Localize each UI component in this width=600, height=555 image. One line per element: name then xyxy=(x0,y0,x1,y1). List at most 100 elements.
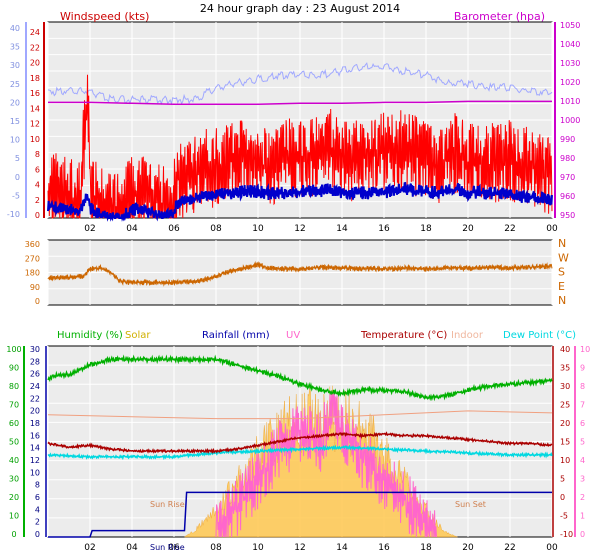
x-tick-label: 14 xyxy=(336,543,348,553)
barometer-tick-label: 960 xyxy=(560,192,575,201)
humidity-tick-label: 70 xyxy=(9,401,19,410)
outer-left-tick-label: -10 xyxy=(7,210,20,219)
humidity-tick-label: 80 xyxy=(9,382,19,391)
x-tick-label: 16 xyxy=(378,224,390,234)
uv-tick-label: 5 xyxy=(580,438,585,447)
temperature-tick-label: -5 xyxy=(560,512,568,521)
x-tick-label: 16 xyxy=(378,543,390,553)
series-gust xyxy=(47,62,553,106)
uv-tick-label: 3 xyxy=(580,475,585,484)
windspeed-tick-label: 16 xyxy=(30,89,40,98)
windspeed-tick-label: 14 xyxy=(30,104,40,113)
outer-left-tick-label: 30 xyxy=(10,61,20,70)
temperature-tick-label: 10 xyxy=(560,456,570,465)
temperature-tick-label: 20 xyxy=(560,419,570,428)
humidity-tick-label: 20 xyxy=(9,493,19,502)
x-tick-label: 12 xyxy=(294,224,305,234)
barometer-tick-label: 1050 xyxy=(560,21,580,30)
series-uv xyxy=(215,389,437,538)
sunrise-annotation: Sun Rise xyxy=(150,500,185,509)
uv-tick-label: 1 xyxy=(580,512,585,521)
barometer-tick-label: 1030 xyxy=(560,59,580,68)
windspeed-tick-label: 0 xyxy=(35,211,40,220)
outer-left-tick-label: 35 xyxy=(10,43,20,52)
outer-left-tick-label: 25 xyxy=(10,80,20,89)
x-tick-label: 00 xyxy=(546,224,558,234)
x-tick-label: 00 xyxy=(546,543,558,553)
windspeed-tick-label: 12 xyxy=(30,120,40,129)
x-tick-label: 14 xyxy=(336,224,348,234)
rainfall-tick-label: 16 xyxy=(30,431,40,440)
temperature-tick-label: 30 xyxy=(560,382,570,391)
windspeed-tick-label: 24 xyxy=(30,28,40,37)
temperature-tick-label: 40 xyxy=(560,345,570,354)
rainfall-tick-label: 10 xyxy=(30,468,40,477)
x-tick-label: 08 xyxy=(210,224,222,234)
uv-tick-label: 10 xyxy=(580,345,590,354)
x-tick-label: 06 xyxy=(168,543,180,553)
series-wind-speed xyxy=(47,74,553,220)
humidity-tick-label: 10 xyxy=(9,512,19,521)
outer-left-tick-label: 0 xyxy=(15,173,20,182)
uv-tick-label: 2 xyxy=(580,493,585,502)
windspeed-tick-label: 8 xyxy=(35,150,40,159)
series-barometer xyxy=(48,100,552,106)
humidity-tick-label: 90 xyxy=(9,364,19,373)
windspeed-tick-label: 22 xyxy=(30,43,40,52)
series-wind-average xyxy=(47,181,553,222)
humidity-tick-label: 60 xyxy=(9,419,19,428)
rainfall-tick-label: 24 xyxy=(30,382,40,391)
barometer-axis-title: Barometer (hpa) xyxy=(454,10,545,23)
series-indoor xyxy=(47,410,553,420)
sunrise-xaxis-label: Sun Rise xyxy=(150,543,185,552)
x-tick-label: 10 xyxy=(252,224,264,234)
rainfall-tick-label: 20 xyxy=(30,407,40,416)
x-tick-label: 06 xyxy=(168,224,180,234)
rainfall-tick-label: 28 xyxy=(30,357,40,366)
rainfall-tick-label: 26 xyxy=(30,370,40,379)
sunset-annotation: Sun Set xyxy=(455,500,486,509)
direction-tick-label: 270 xyxy=(25,254,40,263)
rainfall-tick-label: 8 xyxy=(35,481,40,490)
windspeed-tick-label: 2 xyxy=(35,196,40,205)
compass-label: E xyxy=(558,280,565,293)
x-tick-label: 12 xyxy=(294,543,305,553)
x-tick-label: 20 xyxy=(462,543,474,553)
legend-entry: Dew Point (°C) xyxy=(503,330,576,341)
x-tick-label: 18 xyxy=(420,224,432,234)
humidity-tick-label: 40 xyxy=(9,456,19,465)
rainfall-tick-label: 2 xyxy=(35,518,40,527)
compass-label: W xyxy=(558,251,569,264)
uv-tick-label: 9 xyxy=(580,364,585,373)
rainfall-tick-label: 0 xyxy=(35,530,40,539)
rainfall-tick-label: 4 xyxy=(35,505,40,514)
rainfall-tick-label: 6 xyxy=(35,493,40,502)
rainfall-tick-label: 22 xyxy=(30,394,40,403)
direction-tick-label: 0 xyxy=(35,297,40,306)
rainfall-tick-label: 30 xyxy=(30,345,40,354)
uv-tick-label: 7 xyxy=(580,401,585,410)
rainfall-tick-label: 18 xyxy=(30,419,40,428)
compass-label: S xyxy=(558,266,565,279)
outer-left-tick-label: 20 xyxy=(10,98,20,107)
rainfall-tick-label: 12 xyxy=(30,456,40,465)
x-tick-label: 10 xyxy=(252,543,264,553)
barometer-tick-label: 970 xyxy=(560,173,575,182)
uv-tick-label: 0 xyxy=(580,530,585,539)
humidity-tick-label: 30 xyxy=(9,475,19,484)
windspeed-tick-label: 10 xyxy=(30,135,40,144)
windspeed-tick-label: 18 xyxy=(30,74,40,83)
barometer-tick-label: 1020 xyxy=(560,78,580,87)
legend-entry: Rainfall (mm) xyxy=(202,330,270,341)
chart-title: 24 hour graph day : 23 August 2014 xyxy=(200,2,400,15)
x-tick-label: 22 xyxy=(504,224,515,234)
uv-tick-label: 8 xyxy=(580,382,585,391)
windspeed-axis-title: Windspeed (kts) xyxy=(60,10,149,23)
windspeed-tick-label: 6 xyxy=(35,165,40,174)
x-tick-label: 02 xyxy=(84,543,95,553)
barometer-tick-label: 1040 xyxy=(560,40,580,49)
compass-label: N xyxy=(558,237,566,250)
humidity-tick-label: 100 xyxy=(6,345,21,354)
outer-left-tick-label: 5 xyxy=(15,154,20,163)
